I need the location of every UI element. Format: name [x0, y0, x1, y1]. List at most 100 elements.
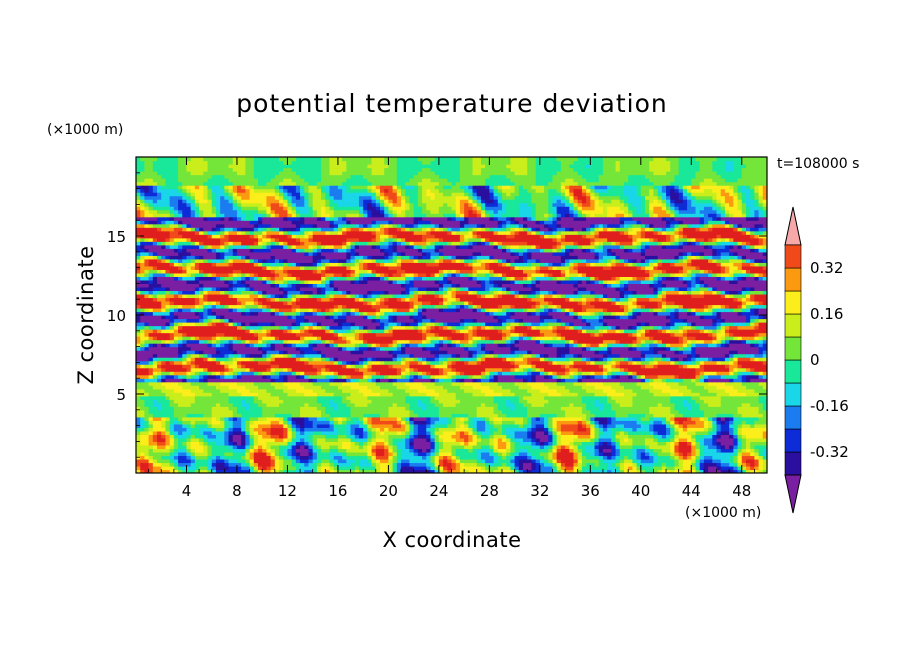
contour-cell	[708, 434, 713, 439]
contour-cell	[157, 441, 162, 446]
contour-cell	[245, 402, 251, 407]
contour-cell	[211, 430, 217, 435]
contour-cell	[594, 360, 600, 365]
contour-cell	[682, 367, 688, 372]
contour-cell	[527, 427, 533, 432]
contour-cell	[173, 430, 179, 435]
contour-cell	[405, 385, 411, 390]
contour-cell	[165, 364, 171, 369]
contour-cell	[405, 378, 411, 383]
contour-cell	[165, 406, 171, 411]
contour-cell	[535, 409, 541, 414]
contour-cell	[573, 455, 579, 460]
contour-cell	[241, 385, 246, 390]
contour-cell	[649, 381, 655, 386]
contour-cell	[316, 381, 322, 386]
contour-cell	[165, 444, 171, 450]
contour-cell	[741, 469, 747, 473]
contour-cell	[379, 388, 385, 393]
contour-cell	[169, 465, 175, 471]
contour-cell	[615, 451, 621, 457]
contour-cell	[379, 385, 385, 390]
contour-cell	[203, 385, 209, 390]
contour-cell	[657, 423, 663, 428]
contour-cell	[161, 406, 167, 411]
contour-cell	[762, 458, 767, 464]
contour-cell	[544, 367, 549, 372]
contour-cell	[447, 364, 453, 369]
contour-cell	[300, 413, 305, 418]
contour-cell	[438, 437, 444, 442]
contour-cell	[590, 441, 596, 446]
contour-cell	[215, 451, 221, 457]
contour-cell	[729, 455, 734, 460]
contour-cell	[148, 364, 154, 369]
contour-cell	[661, 416, 667, 421]
contour-cell	[325, 395, 331, 400]
contour-cell	[422, 465, 427, 471]
contour-cell	[586, 399, 591, 404]
contour-cell	[178, 420, 183, 425]
contour-cell	[569, 448, 575, 453]
contour-cell	[476, 423, 482, 428]
contour-cell	[544, 427, 549, 432]
contour-cell	[270, 423, 276, 428]
contour-cell	[459, 462, 465, 467]
contour-cell	[598, 402, 604, 407]
contour-cell	[745, 423, 751, 428]
contour-cell	[422, 441, 427, 446]
contour-cell	[501, 399, 507, 404]
contour-cell	[581, 448, 587, 453]
contour-cell	[594, 416, 600, 421]
contour-cell	[594, 402, 600, 407]
contour-cell	[708, 441, 713, 446]
contour-cell	[236, 469, 242, 473]
contour-cell	[329, 444, 335, 450]
contour-cell	[291, 416, 297, 421]
contour-cell	[236, 353, 242, 358]
contour-cell	[691, 357, 697, 362]
contour-cell	[308, 469, 314, 473]
contour-cell	[199, 444, 204, 450]
contour-cell	[565, 402, 570, 407]
contour-cell	[329, 360, 335, 365]
contour-cell	[249, 399, 255, 404]
contour-cell	[670, 434, 676, 439]
contour-cell	[476, 360, 482, 365]
contour-cell	[581, 441, 587, 446]
contour-cell	[632, 378, 638, 383]
contour-cell	[691, 465, 697, 471]
contour-cell	[194, 395, 200, 400]
contour-cell	[270, 388, 276, 393]
contour-cell	[401, 381, 406, 386]
contour-cell	[308, 444, 314, 450]
contour-cell	[329, 378, 335, 383]
contour-cell	[367, 451, 373, 457]
contour-cell	[211, 367, 217, 372]
contour-cell	[295, 364, 301, 369]
contour-cell	[295, 413, 301, 418]
contour-cell	[527, 381, 533, 386]
contour-cell	[211, 416, 217, 421]
contour-cell	[409, 448, 415, 453]
contour-cell	[257, 441, 263, 446]
contour-cell	[241, 406, 246, 411]
contour-cell	[443, 465, 448, 471]
contour-cell	[712, 437, 718, 442]
contour-cell	[148, 416, 154, 421]
contour-cell	[182, 388, 188, 393]
contour-cell	[199, 357, 204, 362]
contour-cell	[228, 465, 234, 471]
contour-cell	[379, 399, 385, 404]
contour-cell	[447, 395, 453, 400]
contour-cell	[493, 381, 499, 386]
contour-cell	[371, 430, 377, 435]
contour-cell	[337, 385, 343, 390]
contour-cell	[283, 416, 289, 421]
contour-cell	[754, 420, 760, 425]
contour-cell	[224, 378, 230, 383]
contour-cell	[602, 371, 608, 376]
contour-cell	[480, 357, 486, 362]
contour-cell	[199, 413, 204, 418]
contour-cell	[430, 423, 436, 428]
